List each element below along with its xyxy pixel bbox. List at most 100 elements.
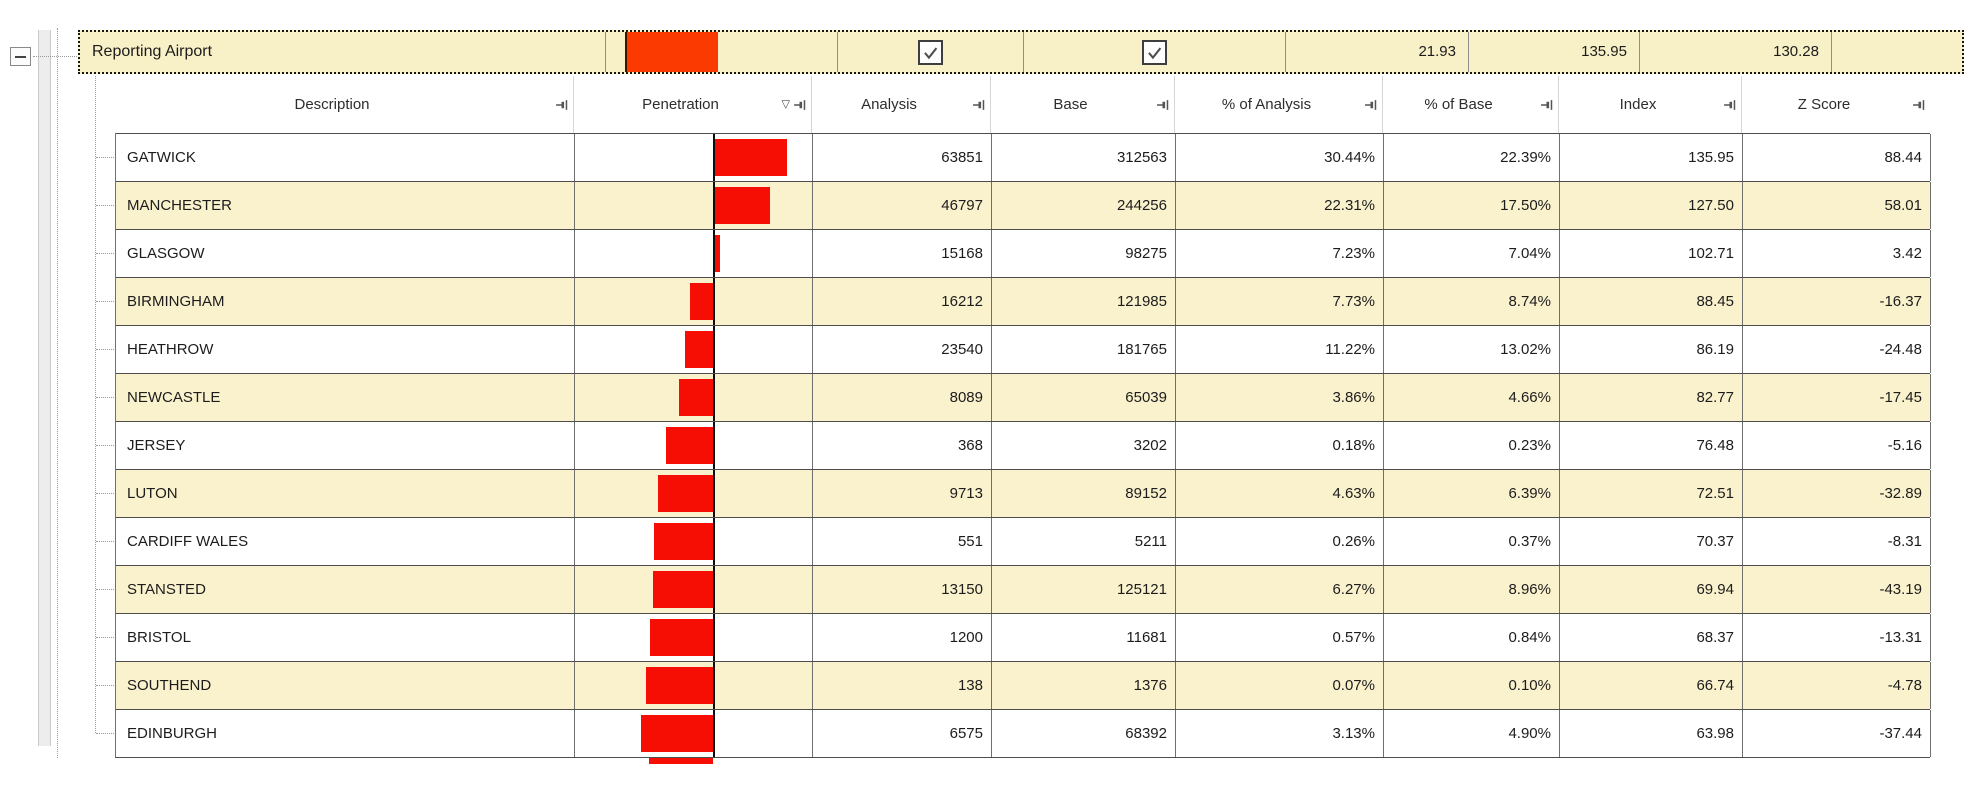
cell-analysis[interactable]: 8089 [813, 374, 992, 421]
cell-pct-of-base[interactable]: 0.10% [1384, 662, 1560, 709]
cell-penetration[interactable] [575, 566, 813, 613]
table-row[interactable]: BRISTOL 1200 11681 0.57% 0.84% 68.37 -13… [116, 613, 1931, 661]
cell-analysis[interactable]: 46797 [813, 182, 992, 229]
cell-base[interactable]: 244256 [992, 182, 1176, 229]
group-label-cell[interactable]: Reporting Airport [80, 32, 606, 72]
cell-penetration[interactable] [575, 662, 813, 709]
cell-index[interactable]: 66.74 [1560, 662, 1743, 709]
checkbox-2[interactable] [1142, 39, 1167, 65]
cell-z-score[interactable]: -8.31 [1743, 518, 1931, 565]
group-penetration-cell[interactable] [606, 32, 838, 72]
pin-icon[interactable] [1364, 98, 1377, 111]
pin-icon[interactable] [793, 98, 806, 111]
cell-penetration[interactable] [575, 422, 813, 469]
table-row[interactable]: JERSEY 368 3202 0.18% 0.23% 76.48 -5.16 [116, 421, 1931, 469]
cell-index[interactable]: 102.71 [1560, 230, 1743, 277]
column-header-description[interactable]: Description [115, 76, 574, 133]
cell-penetration[interactable] [575, 326, 813, 373]
cell-pct-of-base[interactable]: 17.50% [1384, 182, 1560, 229]
cell-base[interactable]: 121985 [992, 278, 1176, 325]
cell-pct-of-base[interactable]: 0.23% [1384, 422, 1560, 469]
cell-z-score[interactable]: -5.16 [1743, 422, 1931, 469]
cell-penetration[interactable] [575, 230, 813, 277]
cell-description[interactable]: BRISTOL [116, 614, 575, 661]
table-row[interactable]: STANSTED 13150 125121 6.27% 8.96% 69.94 … [116, 565, 1931, 613]
cell-base[interactable]: 3202 [992, 422, 1176, 469]
pin-icon[interactable] [1912, 98, 1925, 111]
cell-description[interactable]: LUTON [116, 470, 575, 517]
column-header-penetration[interactable]: Penetration ▽ [574, 76, 812, 133]
pin-icon[interactable] [1540, 98, 1553, 111]
cell-z-score[interactable]: 58.01 [1743, 182, 1931, 229]
cell-pct-of-analysis[interactable]: 7.73% [1176, 278, 1384, 325]
cell-z-score[interactable]: -32.89 [1743, 470, 1931, 517]
cell-penetration[interactable] [575, 518, 813, 565]
pin-icon[interactable] [972, 98, 985, 111]
table-row[interactable]: EDINBURGH 6575 68392 3.13% 4.90% 63.98 -… [116, 709, 1931, 757]
table-row[interactable]: SOUTHEND 138 1376 0.07% 0.10% 66.74 -4.7… [116, 661, 1931, 709]
cell-description[interactable]: SOUTHEND [116, 662, 575, 709]
cell-pct-of-analysis[interactable]: 0.57% [1176, 614, 1384, 661]
cell-pct-of-base[interactable]: 7.04% [1384, 230, 1560, 277]
cell-penetration[interactable] [575, 470, 813, 517]
cell-pct-of-base[interactable]: 13.02% [1384, 326, 1560, 373]
collapse-group-button[interactable] [10, 47, 31, 66]
cell-pct-of-analysis[interactable]: 11.22% [1176, 326, 1384, 373]
cell-pct-of-base[interactable]: 8.96% [1384, 566, 1560, 613]
cell-pct-of-analysis[interactable]: 6.27% [1176, 566, 1384, 613]
group-value-cell-3[interactable]: 130.28 [1640, 32, 1832, 72]
cell-penetration[interactable] [575, 710, 813, 757]
cell-analysis[interactable]: 15168 [813, 230, 992, 277]
cell-z-score[interactable]: -13.31 [1743, 614, 1931, 661]
cell-base[interactable]: 68392 [992, 710, 1176, 757]
cell-index[interactable]: 88.45 [1560, 278, 1743, 325]
cell-description[interactable]: HEATHROW [116, 326, 575, 373]
cell-z-score[interactable]: -16.37 [1743, 278, 1931, 325]
cell-index[interactable]: 63.98 [1560, 710, 1743, 757]
column-header-pct-analysis[interactable]: % of Analysis [1175, 76, 1383, 133]
cell-pct-of-analysis[interactable]: 30.44% [1176, 134, 1384, 181]
column-header-base[interactable]: Base [991, 76, 1175, 133]
cell-analysis[interactable]: 368 [813, 422, 992, 469]
cell-z-score[interactable]: -24.48 [1743, 326, 1931, 373]
cell-index[interactable]: 82.77 [1560, 374, 1743, 421]
cell-index[interactable]: 69.94 [1560, 566, 1743, 613]
cell-pct-of-analysis[interactable]: 0.18% [1176, 422, 1384, 469]
column-header-analysis[interactable]: Analysis [812, 76, 991, 133]
cell-pct-of-analysis[interactable]: 22.31% [1176, 182, 1384, 229]
cell-index[interactable]: 76.48 [1560, 422, 1743, 469]
cell-z-score[interactable]: -4.78 [1743, 662, 1931, 709]
cell-pct-of-base[interactable]: 4.66% [1384, 374, 1560, 421]
cell-analysis[interactable]: 1200 [813, 614, 992, 661]
cell-penetration[interactable] [575, 134, 813, 181]
cell-description[interactable]: NEWCASTLE [116, 374, 575, 421]
pin-icon[interactable] [1723, 98, 1736, 111]
cell-base[interactable]: 181765 [992, 326, 1176, 373]
pin-icon[interactable] [555, 98, 568, 111]
table-row[interactable]: LUTON 9713 89152 4.63% 6.39% 72.51 -32.8… [116, 469, 1931, 517]
cell-pct-of-analysis[interactable]: 3.13% [1176, 710, 1384, 757]
cell-pct-of-base[interactable]: 4.90% [1384, 710, 1560, 757]
cell-analysis[interactable]: 13150 [813, 566, 992, 613]
cell-base[interactable]: 65039 [992, 374, 1176, 421]
column-header-index[interactable]: Index [1559, 76, 1742, 133]
cell-analysis[interactable]: 16212 [813, 278, 992, 325]
table-row[interactable]: HEATHROW 23540 181765 11.22% 13.02% 86.1… [116, 325, 1931, 373]
cell-pct-of-base[interactable]: 6.39% [1384, 470, 1560, 517]
group-row-reporting-airport[interactable]: Reporting Airport 21.93 135.95 [78, 30, 1964, 74]
cell-penetration[interactable] [575, 182, 813, 229]
table-row[interactable]: GLASGOW 15168 98275 7.23% 7.04% 102.71 3… [116, 229, 1931, 277]
cell-penetration[interactable] [575, 614, 813, 661]
cell-index[interactable]: 135.95 [1560, 134, 1743, 181]
cell-z-score[interactable]: 88.44 [1743, 134, 1931, 181]
cell-analysis[interactable]: 138 [813, 662, 992, 709]
column-header-pct-base[interactable]: % of Base [1383, 76, 1559, 133]
cell-description[interactable]: MANCHESTER [116, 182, 575, 229]
cell-analysis[interactable]: 63851 [813, 134, 992, 181]
table-row[interactable]: BIRMINGHAM 16212 121985 7.73% 8.74% 88.4… [116, 277, 1931, 325]
sort-filter-icon[interactable]: ▽ [781, 98, 790, 110]
pin-icon[interactable] [1156, 98, 1169, 111]
cell-analysis[interactable]: 6575 [813, 710, 992, 757]
table-row[interactable]: NEWCASTLE 8089 65039 3.86% 4.66% 82.77 -… [116, 373, 1931, 421]
cell-z-score[interactable]: -17.45 [1743, 374, 1931, 421]
